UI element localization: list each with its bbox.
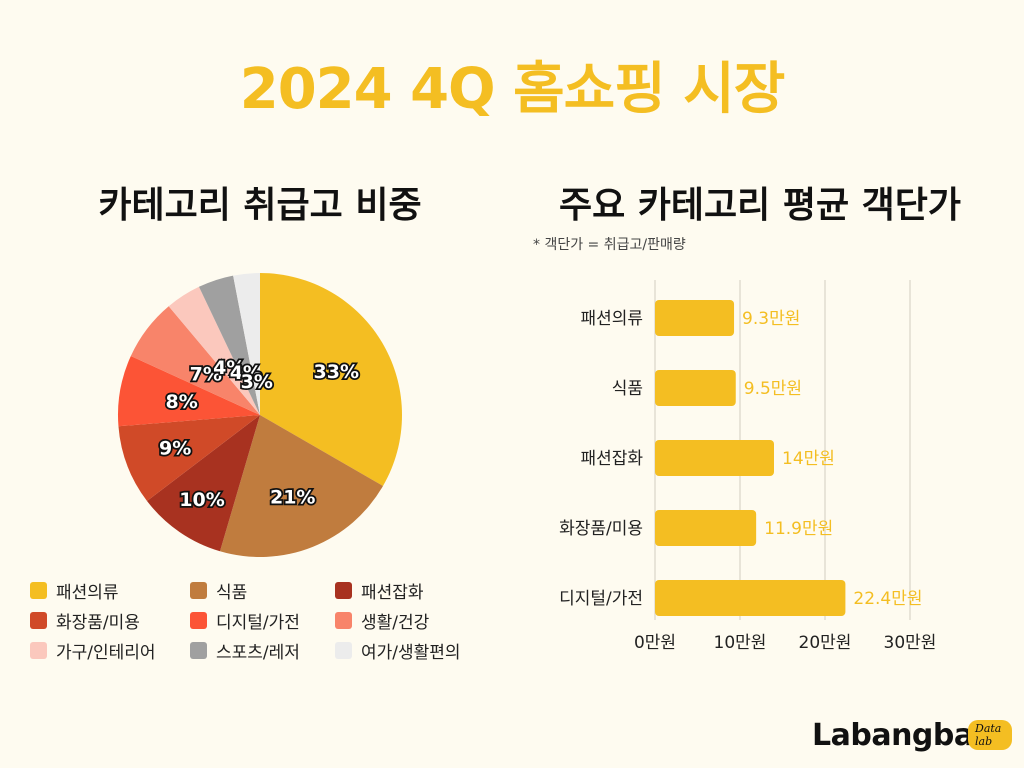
pie-data-label: 33% bbox=[314, 361, 359, 383]
brand-logo: Labangba Data lab bbox=[812, 716, 1012, 760]
legend-label: 패션잡화 bbox=[361, 582, 424, 603]
pie-slice bbox=[233, 273, 260, 415]
pie-chart-title: 카테고리 취급고 비중 bbox=[98, 185, 422, 226]
formula-note: * 객단가 = 취급고/판매량 bbox=[533, 237, 686, 253]
pie-slice bbox=[118, 415, 260, 501]
legend-label: 식품 bbox=[216, 582, 248, 603]
pie-slice bbox=[118, 356, 260, 427]
legend-item: 생활/건강 bbox=[335, 608, 495, 633]
bar-chart-title: 주요 카테고리 평균 객단가 bbox=[559, 185, 961, 226]
legend-label: 여가/생활편의 bbox=[361, 642, 461, 663]
legend-label: 디지털/가전 bbox=[216, 612, 300, 633]
legend-label: 가구/인테리어 bbox=[56, 642, 156, 663]
legend-label: 스포츠/레저 bbox=[216, 642, 300, 663]
legend-item: 가구/인테리어 bbox=[30, 638, 190, 663]
logo-badge: Data lab bbox=[968, 720, 1012, 750]
bar bbox=[655, 580, 846, 616]
x-tick-label: 20만원 bbox=[799, 633, 852, 653]
legend-swatch bbox=[335, 611, 352, 629]
pie-slice bbox=[260, 273, 402, 486]
y-category-label: 패션의류 bbox=[580, 309, 643, 329]
legend-swatch bbox=[335, 641, 352, 659]
legend-swatch bbox=[30, 581, 47, 599]
x-tick-label: 30만원 bbox=[884, 633, 937, 653]
legend-item: 화장품/미용 bbox=[30, 608, 190, 633]
legend-item: 패션의류 bbox=[30, 578, 190, 603]
y-category-label: 패션잡화 bbox=[580, 449, 643, 469]
y-category-label: 식품 bbox=[612, 379, 643, 399]
legend-swatch bbox=[190, 611, 207, 629]
pie-data-label: 10% bbox=[179, 489, 224, 511]
logo-wordmark: Labangba bbox=[812, 718, 974, 753]
legend-swatch bbox=[190, 641, 207, 659]
pie-data-label: 4% bbox=[213, 357, 245, 379]
page-title: 2024 4Q 홈쇼핑 시장 bbox=[239, 57, 786, 122]
bar bbox=[655, 440, 774, 476]
legend-swatch bbox=[335, 581, 352, 599]
bar-value-label: 9.3만원 bbox=[742, 309, 800, 329]
legend-label: 패션의류 bbox=[56, 582, 119, 603]
y-category-label: 디지털/가전 bbox=[559, 589, 643, 609]
bar bbox=[655, 510, 757, 546]
bar-value-label: 11.9만원 bbox=[764, 519, 833, 539]
legend-item: 디지털/가전 bbox=[190, 608, 335, 633]
bar bbox=[655, 300, 735, 336]
pie-slice bbox=[130, 306, 260, 415]
pie-slice bbox=[147, 415, 260, 552]
pie-chart: 33%21%10%9%8%7%4%4%3% bbox=[118, 273, 402, 557]
pie-data-label: 3% bbox=[241, 371, 273, 393]
bar-value-label: 14만원 bbox=[782, 449, 835, 469]
legend-label: 생활/건강 bbox=[361, 612, 430, 633]
legend-item: 여가/생활편의 bbox=[335, 638, 495, 663]
y-category-label: 화장품/미용 bbox=[559, 519, 643, 539]
pie-data-label: 9% bbox=[159, 437, 191, 459]
bar-value-label: 9.5만원 bbox=[744, 379, 802, 399]
pie-slice bbox=[168, 286, 260, 415]
pie-slice bbox=[219, 415, 383, 557]
legend-item: 패션잡화 bbox=[335, 578, 495, 603]
x-tick-label: 10만원 bbox=[714, 633, 767, 653]
x-tick-label: 0만원 bbox=[634, 633, 676, 653]
legend-swatch bbox=[30, 611, 47, 629]
legend-item: 스포츠/레저 bbox=[190, 638, 335, 663]
legend-swatch bbox=[190, 581, 207, 599]
pie-data-label: 7% bbox=[190, 364, 222, 386]
pie-slice bbox=[198, 275, 260, 415]
legend-label: 화장품/미용 bbox=[56, 612, 140, 633]
legend-swatch bbox=[30, 641, 47, 659]
pie-data-label: 8% bbox=[166, 391, 198, 413]
bar bbox=[655, 370, 736, 406]
pie-data-label: 4% bbox=[230, 362, 262, 384]
bar-value-label: 22.4만원 bbox=[853, 589, 922, 609]
legend-item: 식품 bbox=[190, 578, 335, 603]
pie-data-label: 21% bbox=[270, 487, 315, 509]
